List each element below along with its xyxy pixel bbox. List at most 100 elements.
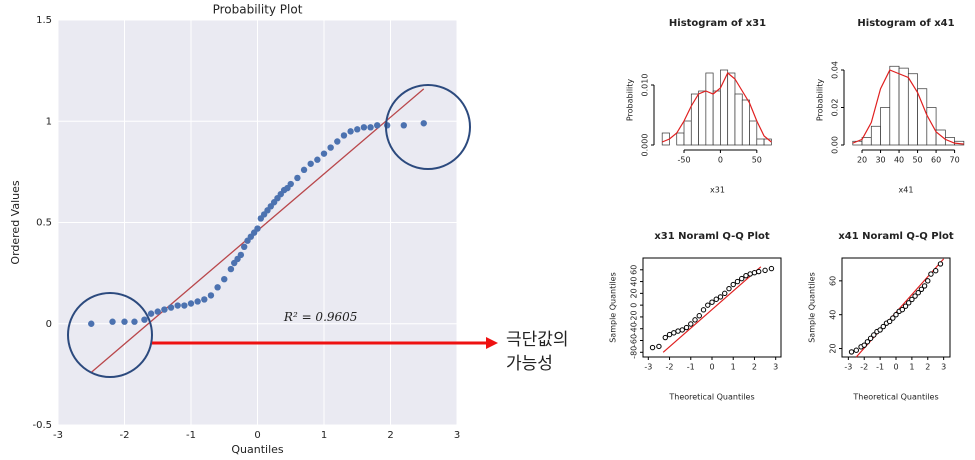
point: [871, 332, 877, 338]
y-tick-label: 20: [630, 288, 639, 298]
y-axis-label: Sample Quantiles: [808, 272, 817, 343]
point: [683, 324, 690, 331]
point: [254, 225, 261, 232]
density-line: [852, 69, 964, 145]
x-tick-label: 50: [752, 156, 762, 165]
point: [747, 271, 753, 277]
point: [909, 296, 915, 303]
point: [700, 307, 707, 313]
point: [890, 315, 896, 321]
y-axis-label: Ordered Values: [9, 180, 22, 264]
y-tick-label: 0.02: [831, 99, 840, 117]
x-tick-label: 70: [950, 156, 960, 165]
x-tick-label: 1: [321, 430, 327, 441]
y-tick-label: 40: [829, 310, 838, 320]
density-line: [661, 72, 772, 143]
point: [717, 294, 724, 300]
x-tick-label: -3: [644, 363, 652, 372]
point: [367, 124, 374, 131]
x-tick-label: -1: [876, 363, 884, 372]
point: [921, 283, 928, 289]
point: [656, 343, 662, 350]
x-tick-label: -1: [687, 363, 695, 372]
y-tick-label: 1: [46, 116, 52, 127]
y-tick-label: 20: [829, 343, 838, 353]
point: [751, 270, 758, 276]
point: [294, 174, 301, 182]
point: [374, 122, 381, 129]
point: [722, 290, 728, 297]
chart-title: Histogram of x31: [669, 18, 766, 29]
bar: [690, 93, 699, 146]
x-tick-label: -2: [120, 430, 130, 441]
bar: [763, 138, 772, 146]
point: [886, 318, 893, 325]
x-tick-label: 1: [909, 363, 914, 372]
x-tick-label: 2: [752, 363, 757, 372]
x-tick-label: 0: [709, 363, 714, 372]
bar: [734, 93, 743, 146]
point: [705, 302, 711, 308]
x-tick-label: -50: [677, 156, 690, 165]
point: [906, 300, 912, 306]
point: [241, 243, 248, 250]
point: [925, 278, 931, 284]
point: [181, 302, 188, 309]
point: [227, 265, 235, 273]
point: [147, 310, 155, 317]
chart-title: Probability Plot: [213, 3, 303, 17]
bar: [870, 125, 881, 146]
x-tick-label: 2: [387, 430, 393, 441]
point: [131, 318, 138, 325]
y-tick-label: -0.5: [32, 420, 52, 431]
bar: [756, 138, 765, 146]
point: [893, 311, 899, 318]
bar: [683, 120, 692, 146]
point: [174, 302, 181, 309]
x-tick-label: -1: [186, 430, 196, 441]
point: [861, 342, 867, 348]
point: [207, 292, 215, 299]
x-tick-label: -3: [53, 430, 63, 441]
point: [327, 144, 334, 151]
point: [307, 160, 314, 167]
point: [899, 306, 906, 313]
point: [141, 316, 148, 323]
x-tick-label: 60: [931, 156, 941, 165]
y-tick-label: 60: [829, 276, 838, 286]
plot-frame: [841, 257, 951, 358]
point: [853, 347, 859, 353]
y-axis-label: Probability: [626, 79, 635, 122]
x-tick-label: -2: [860, 363, 868, 372]
point: [340, 132, 348, 139]
point: [726, 285, 732, 292]
point: [768, 265, 775, 272]
point: [713, 296, 719, 302]
y-axis-label: Probability: [816, 79, 825, 122]
point: [730, 281, 736, 288]
x-tick-label: 30: [875, 156, 885, 165]
point: [734, 278, 741, 285]
point: [314, 156, 321, 163]
y-tick-label: 0.000: [641, 134, 650, 157]
x-axis-label: x41: [899, 186, 914, 195]
point: [167, 304, 175, 311]
x-tick-label: 3: [773, 363, 778, 372]
point: [214, 284, 221, 291]
point: [360, 124, 368, 131]
point: [221, 276, 228, 283]
x-axis-label: x31: [710, 186, 725, 195]
x-tick-label: 3: [454, 430, 460, 441]
x-tick-label: 50: [912, 156, 922, 165]
y-tick-label: 0.5: [36, 218, 52, 229]
point: [287, 180, 294, 188]
point: [756, 268, 762, 275]
bar: [676, 132, 685, 146]
point: [762, 267, 768, 274]
point: [692, 317, 698, 323]
point: [848, 349, 855, 355]
x-axis-label: Quantiles: [231, 443, 284, 456]
point: [161, 306, 168, 313]
bar: [889, 65, 900, 146]
y-tick-label: -20: [630, 310, 639, 323]
